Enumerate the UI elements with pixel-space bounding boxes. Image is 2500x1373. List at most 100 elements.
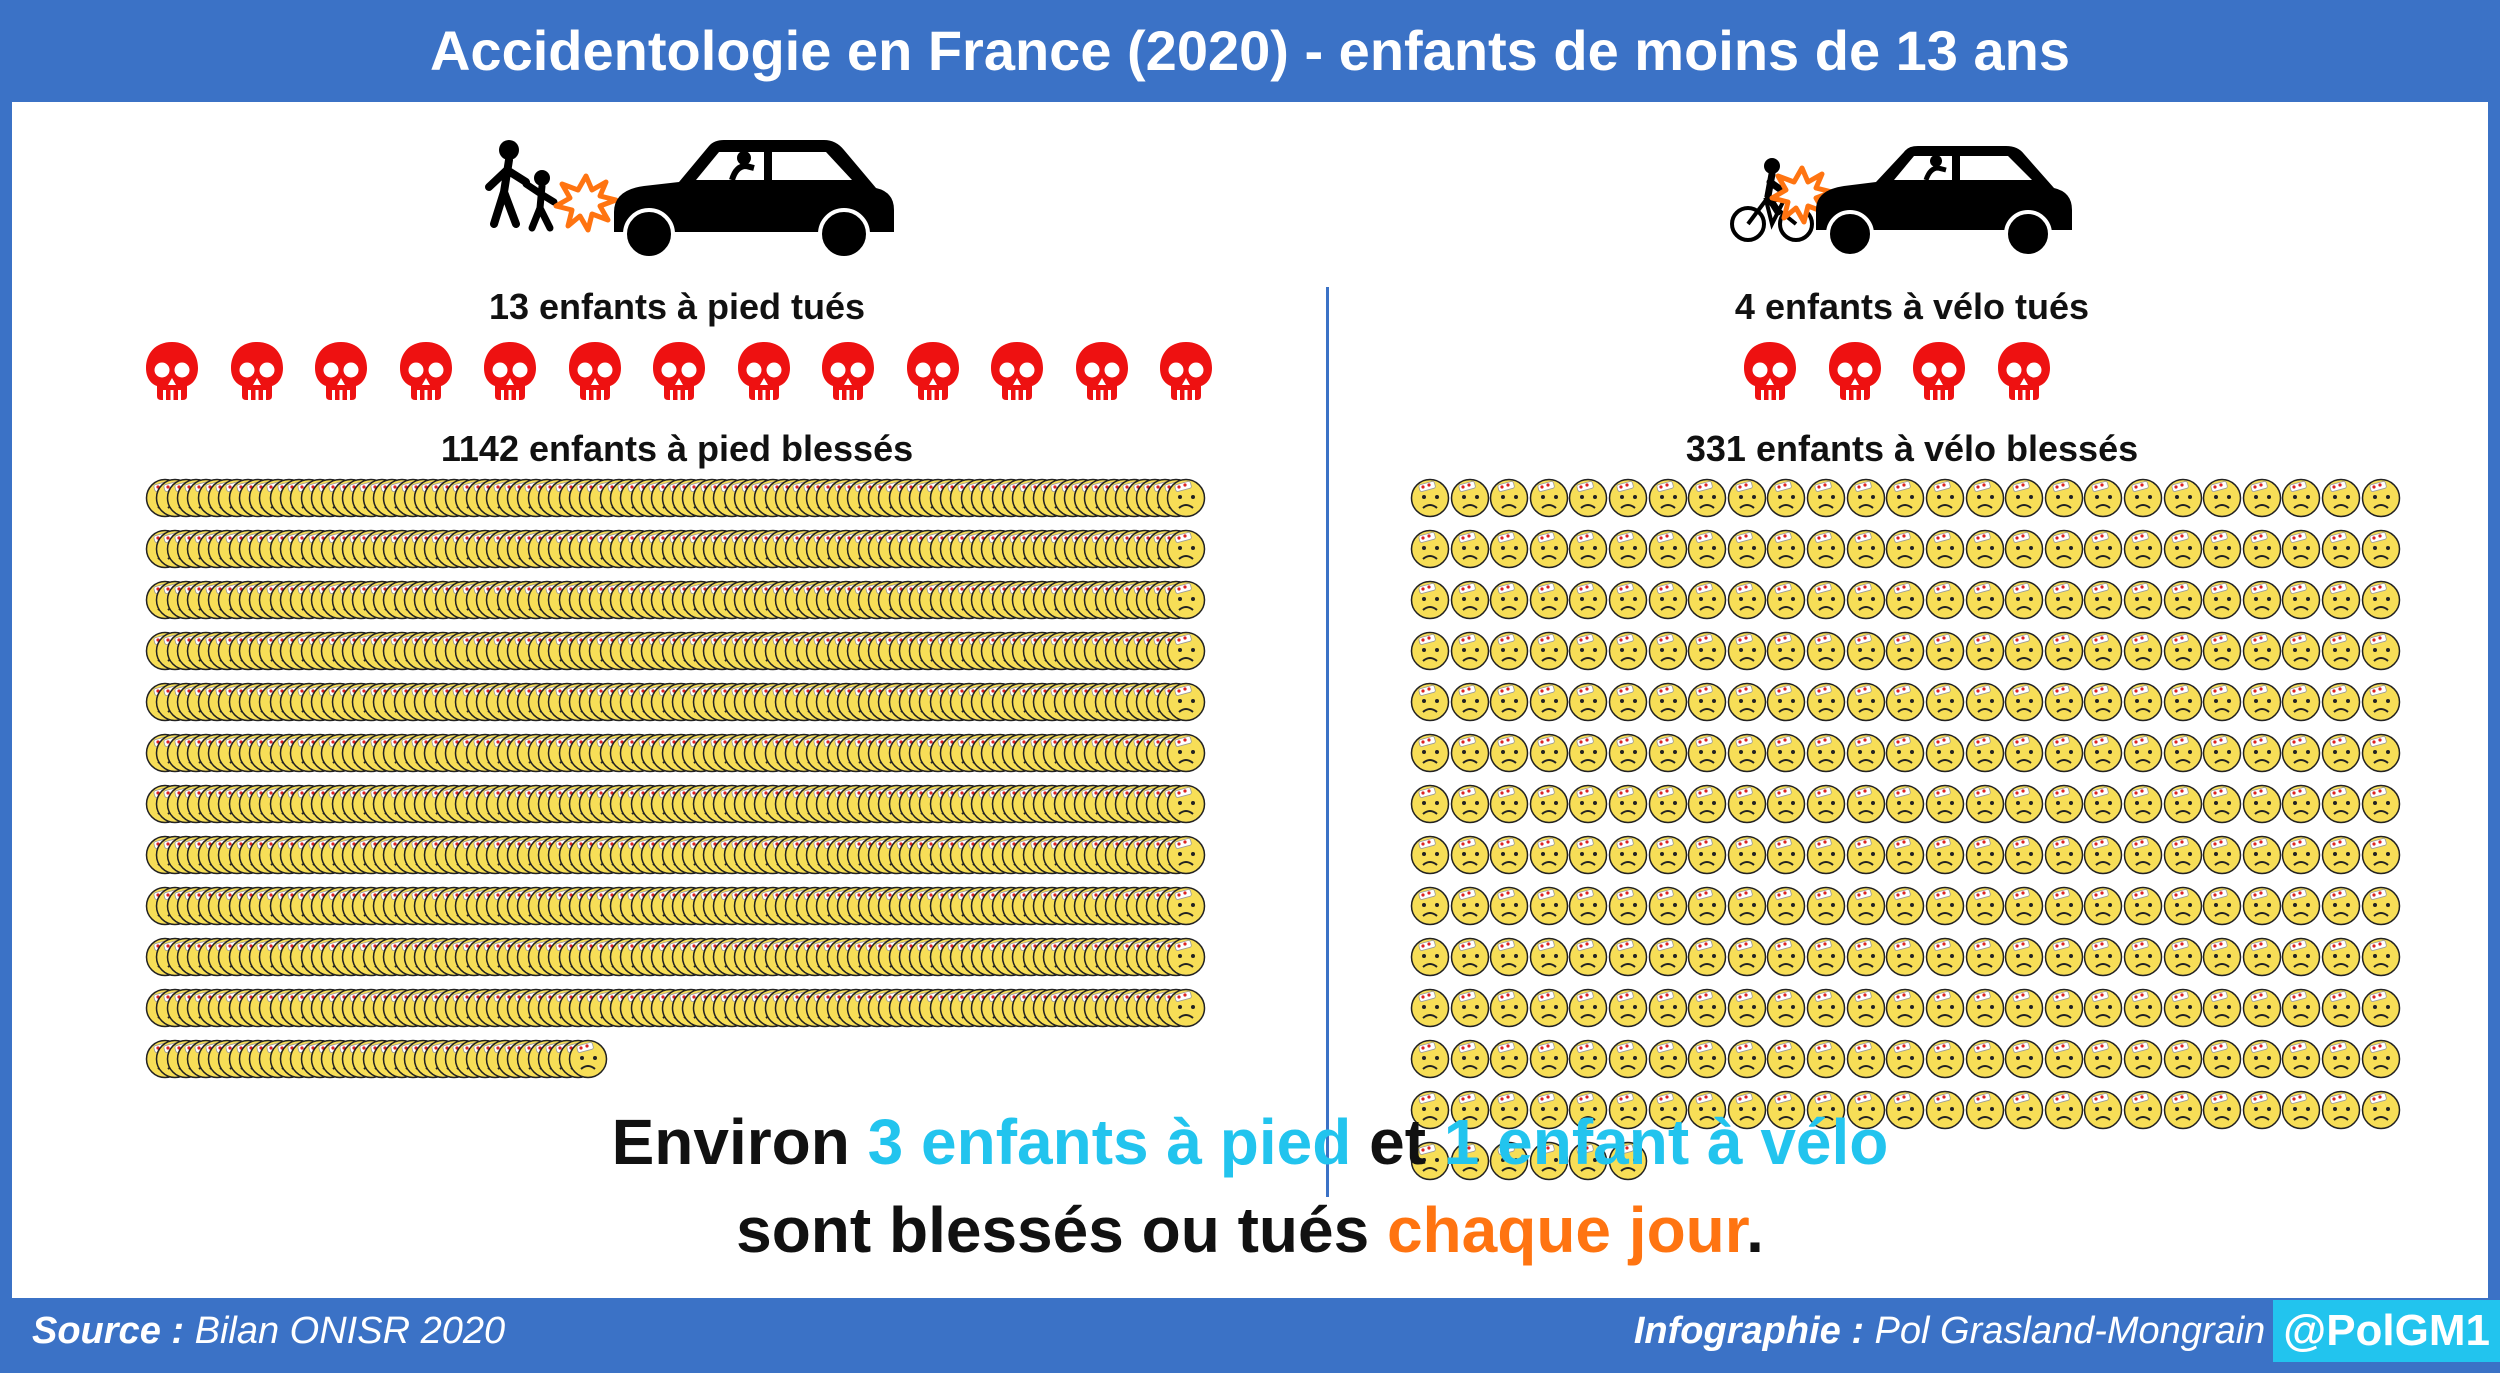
injured-face-icon <box>1925 631 1965 671</box>
injured-face-icon <box>1886 478 1925 518</box>
injured-face-icon <box>1767 631 1806 671</box>
injured-face-icon <box>1727 988 1767 1028</box>
injured-face-icon <box>2004 784 2044 824</box>
injured-face-icon <box>2242 1090 2282 1130</box>
injured-face-icon <box>1727 937 1767 977</box>
injured-face-icon <box>1886 529 1925 569</box>
injured-face-icon <box>1806 835 1846 875</box>
injured-face-icon <box>1450 1090 1489 1130</box>
injured-face-icon <box>1925 682 1965 722</box>
injured-face-icon <box>1648 988 1687 1028</box>
injured-face-icon <box>2123 988 2163 1028</box>
injured-face-icon <box>1410 784 1450 824</box>
injured-face-icon <box>2123 529 2163 569</box>
injured-face-icon <box>2242 784 2282 824</box>
injured-face-icon <box>1608 733 1648 773</box>
injured-face-icon <box>2044 580 2083 620</box>
injured-face-icon <box>1648 937 1687 977</box>
injured-face-icon <box>1450 1039 1489 1079</box>
injured-face-icon <box>1688 988 1727 1028</box>
injured-face-icon <box>2321 1039 2361 1079</box>
face-row <box>1410 529 2401 580</box>
injured-face-icon <box>1806 937 1846 977</box>
twitter-handle[interactable]: @PolGM1 <box>2273 1300 2500 1362</box>
injured-face-icon <box>1569 631 1608 671</box>
injured-face-icon <box>1569 580 1608 620</box>
face-row <box>145 478 1206 529</box>
injured-face-icon <box>1688 1090 1727 1130</box>
injured-face-icon <box>2242 886 2282 926</box>
injured-face-icon <box>2321 988 2361 1028</box>
skull-icon <box>568 342 621 400</box>
injured-face-icon <box>2361 1039 2400 1079</box>
injured-face-icon <box>1965 529 2004 569</box>
injured-face-icon <box>2202 682 2242 722</box>
injured-face-icon <box>2123 1090 2163 1130</box>
injured-face-icon <box>1489 529 1529 569</box>
injured-face-icon <box>1569 988 1608 1028</box>
injured-face-icon <box>2321 886 2361 926</box>
injured-face-icon <box>2004 937 2044 977</box>
injured-face-icon <box>2361 937 2400 977</box>
injured-face-icon <box>1489 835 1529 875</box>
injured-face-icon <box>1767 733 1806 773</box>
injured-face-icon <box>1965 682 2004 722</box>
injured-face-icon <box>1529 886 1569 926</box>
injured-face-icon <box>1727 529 1767 569</box>
injured-face-icon <box>1648 733 1687 773</box>
injured-face-icon <box>2163 529 2202 569</box>
injured-face-icon <box>1806 784 1846 824</box>
injured-face-icon <box>1965 988 2004 1028</box>
face-row <box>1410 1090 2401 1141</box>
injured-face-icon <box>1166 937 1206 977</box>
injured-face-icon <box>1846 937 1885 977</box>
injured-face-icon <box>1727 682 1767 722</box>
injured-face-icon <box>1529 835 1569 875</box>
injured-face-icon <box>1489 631 1529 671</box>
injured-face-icon <box>2004 835 2044 875</box>
injured-face-icon <box>2282 886 2321 926</box>
injured-face-icon <box>1489 580 1529 620</box>
summary-line-1: Environ 3 enfants à pied et 1 enfant à v… <box>611 1106 1889 1178</box>
injured-face-icon <box>2282 682 2321 722</box>
injured-face-icon <box>1806 682 1846 722</box>
injured-face-icon <box>1965 631 2004 671</box>
injured-face-icon <box>2242 580 2282 620</box>
injured-face-icon <box>1529 478 1569 518</box>
injured-face-icon <box>1489 1039 1529 1079</box>
injured-face-icon <box>2163 937 2202 977</box>
injured-face-icon <box>1846 1039 1885 1079</box>
injured-face-icon <box>2282 835 2321 875</box>
injured-face-icon <box>1886 733 1925 773</box>
injured-face-icon <box>1410 631 1450 671</box>
injured-face-icon <box>1846 733 1885 773</box>
injured-face-icon <box>1688 1039 1727 1079</box>
injured-face-icon <box>1608 1090 1648 1130</box>
injured-face-icon <box>1925 988 1965 1028</box>
summary-line-2: sont blessés ou tués chaque jour. <box>736 1194 1764 1266</box>
injured-face-icon <box>1608 1039 1648 1079</box>
injured-face-icon <box>1166 733 1206 773</box>
skull-icon <box>737 342 790 400</box>
injured-face-icon <box>2084 835 2123 875</box>
injured-face-icon <box>568 1039 608 1079</box>
injured-face-icon <box>1166 631 1206 671</box>
injured-face-icon <box>2163 886 2202 926</box>
injured-face-icon <box>1529 631 1569 671</box>
injured-face-icon <box>1569 835 1608 875</box>
injured-face-icon <box>2163 682 2202 722</box>
skull-icon <box>1997 342 2050 400</box>
injured-face-icon <box>2202 733 2242 773</box>
injured-face-icon <box>1489 682 1529 722</box>
injured-face-icon <box>1608 478 1648 518</box>
injured-face-icon <box>1569 1090 1608 1130</box>
injured-face-icon <box>1767 988 1806 1028</box>
injured-face-icon <box>1965 1039 2004 1079</box>
injured-face-icon <box>2202 1039 2242 1079</box>
injured-face-icon <box>1608 784 1648 824</box>
injured-face-icon <box>1569 682 1608 722</box>
injured-face-icon <box>1925 478 1965 518</box>
injured-face-icon <box>2321 682 2361 722</box>
injured-face-icon <box>1688 529 1727 569</box>
injured-face-icon <box>2123 682 2163 722</box>
